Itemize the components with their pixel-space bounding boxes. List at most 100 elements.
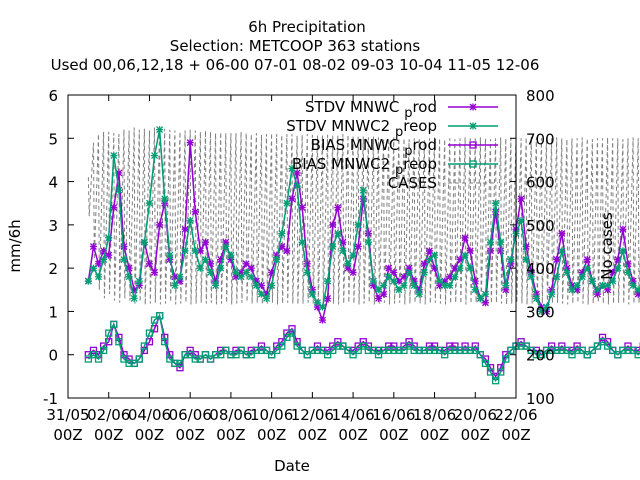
data-point [151,268,159,276]
x-tick-label: 14/06 00Z [331,406,374,444]
data-point [517,217,525,225]
data-point [359,342,367,350]
data-point [405,338,413,346]
chart-subtitle: Selection: METCOOP 363 stations [170,37,421,55]
data-point [217,351,225,359]
chart-title: 6h Precipitation [248,18,366,36]
data-point [94,355,103,363]
data-point [344,346,352,355]
data-point [288,165,296,173]
data-point [354,342,362,350]
data-point [548,290,556,298]
data-point [273,255,281,263]
data-point [339,247,347,255]
data-point [181,351,189,359]
data-point [395,286,403,294]
data-point [303,268,311,276]
data-point [487,238,495,246]
data-point [517,195,525,203]
data-point [145,199,153,207]
data-point [492,208,500,216]
y2-tick-label: 300 [526,303,555,321]
data-point [252,346,261,355]
data-point [425,346,434,355]
legend-swatch-marker [469,122,477,130]
data-point [319,316,327,324]
data-point [410,342,418,350]
data-point [278,230,286,238]
y-tick-label: 2 [48,260,58,278]
y-axis-ticks: -1 0 1 2 3 4 5 6 [43,87,74,408]
data-point [634,346,640,355]
data-point [125,359,133,368]
data-point [130,294,138,302]
data-point [369,277,377,285]
data-point [222,243,230,250]
data-point [558,342,566,350]
data-point [151,152,159,160]
data-point [578,346,586,355]
data-point [446,342,454,350]
data-point [181,225,189,233]
x-tick-label: 06/06 00Z [169,406,212,444]
x-tick-label: 10/06 00Z [250,406,293,444]
data-point [517,342,525,350]
data-point [217,346,225,355]
data-point [135,277,143,285]
data-point [547,342,556,350]
data-point [461,251,469,259]
data-point [186,139,194,147]
data-point [364,346,373,355]
data-point [527,273,535,281]
x-tick-label: 18/06 00Z [413,406,456,444]
data-point [247,351,255,359]
data-point [252,281,260,289]
x-tick-label: 16/06 00Z [372,406,415,444]
data-point [201,351,210,359]
data-point [420,268,428,276]
data-point [89,351,98,359]
data-point [451,346,459,355]
data-point [344,260,352,268]
data-point [497,238,505,246]
data-point [110,152,118,160]
data-point [211,351,220,359]
data-point [222,346,230,355]
data-point [176,364,184,372]
y-axis-label: mm/6h [6,219,24,272]
data-point [181,247,189,255]
data-point [563,346,571,355]
data-point [227,251,235,259]
data-point [390,342,398,350]
data-point [247,346,255,355]
y-tick-label: 4 [48,174,58,192]
data-point [323,346,332,355]
data-point [145,260,153,268]
data-point [196,264,204,272]
data-point [481,290,489,298]
data-point [283,333,291,342]
data-point [324,277,332,285]
data-point [95,273,103,281]
data-point [334,342,342,350]
data-point [120,255,128,263]
data-point [273,342,281,350]
data-point [410,346,418,355]
data-point [466,264,474,272]
data-point [390,277,398,285]
data-point [334,230,342,238]
y2-tick-label: 500 [526,217,555,235]
x-tick-label: 04/06 00Z [128,406,171,444]
data-point [145,329,154,337]
data-point [461,346,469,355]
data-point [201,255,209,263]
data-point [507,346,515,355]
data-point [471,286,479,294]
data-point [329,243,337,250]
data-point [110,320,118,329]
data-point [461,342,469,350]
data-point [191,247,199,255]
data-point [558,230,566,238]
data-point [84,277,92,285]
